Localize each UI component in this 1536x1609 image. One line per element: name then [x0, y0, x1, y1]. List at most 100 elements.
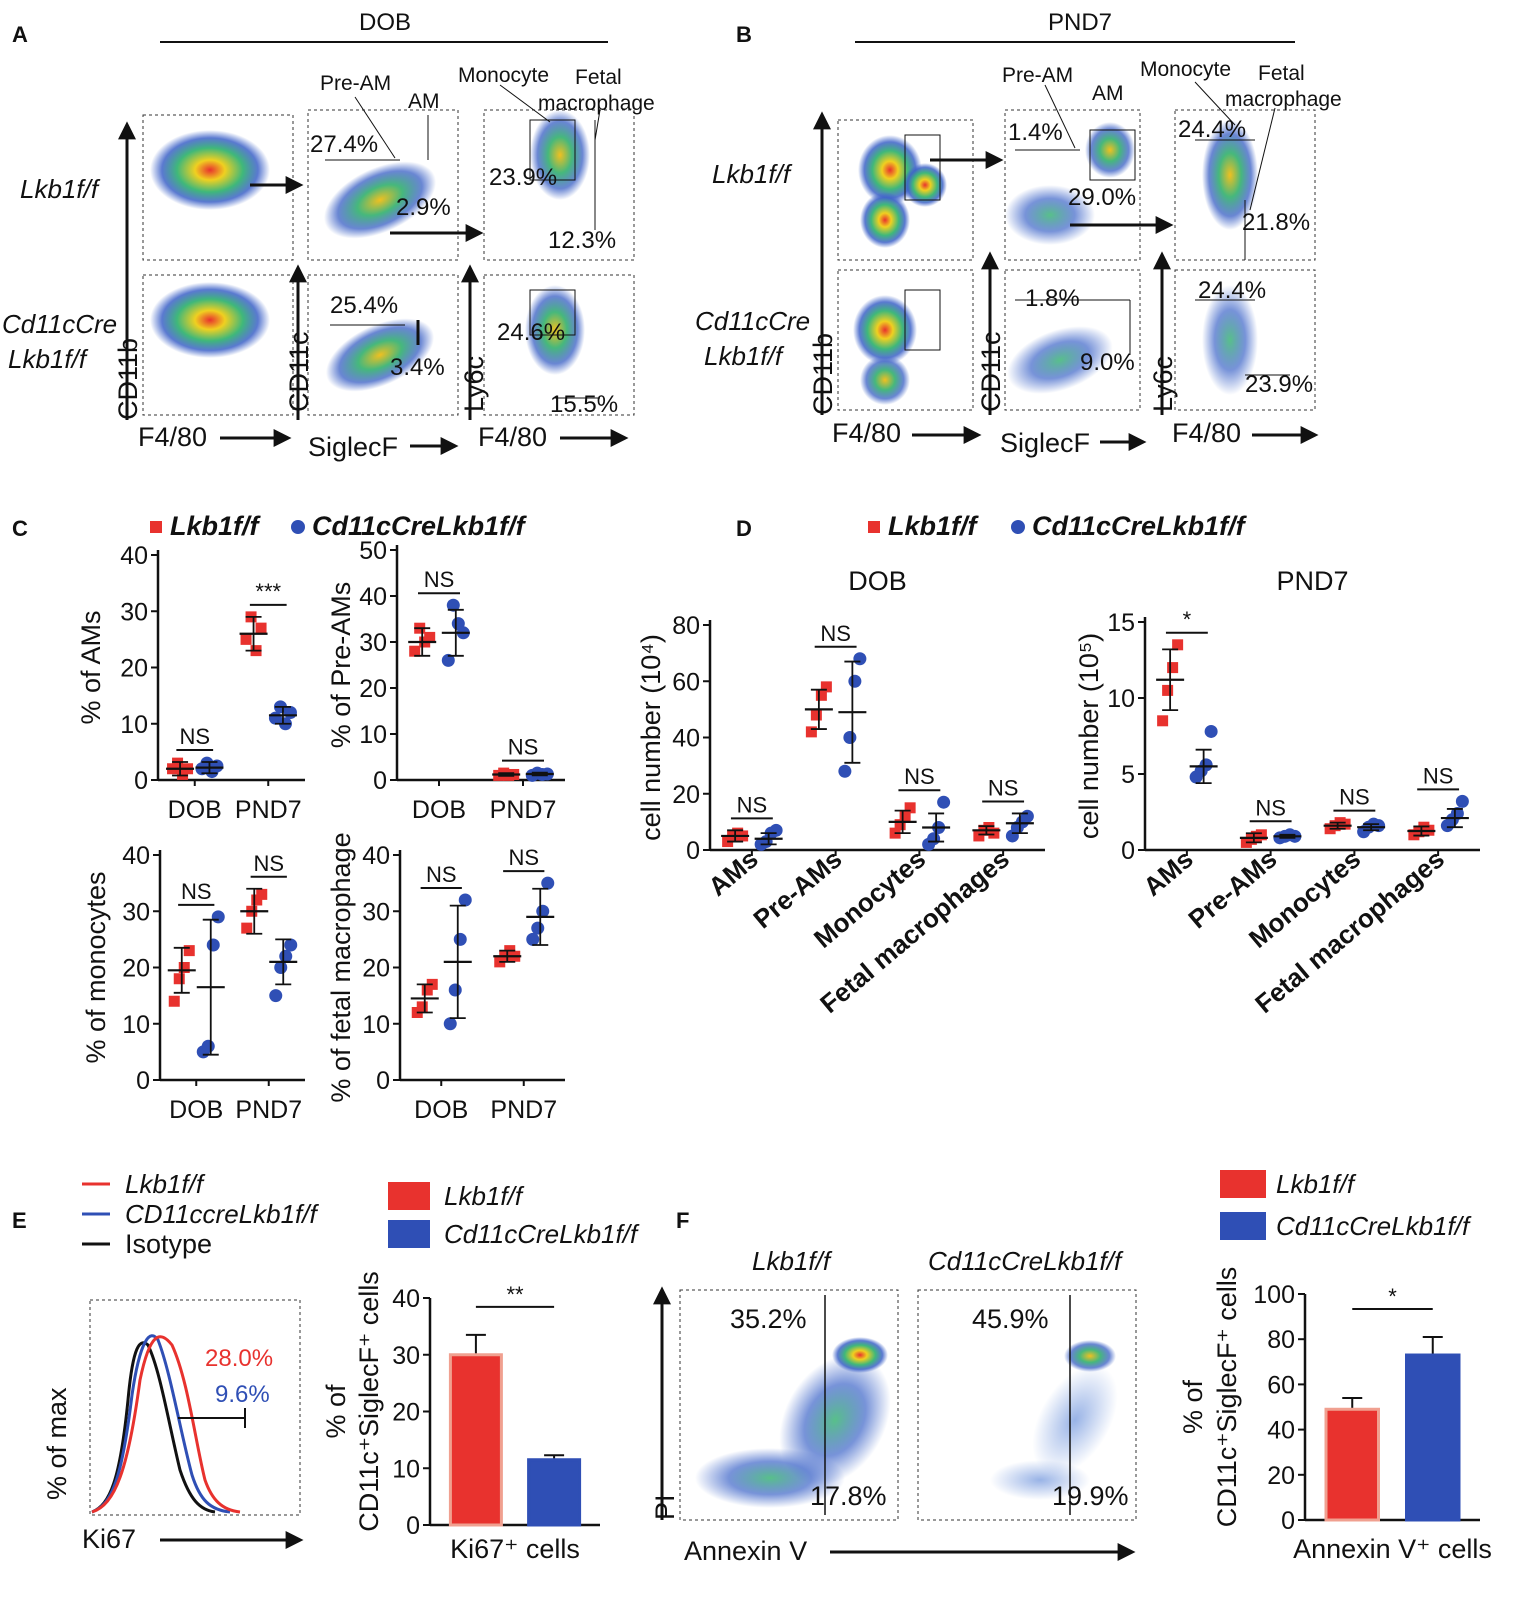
c3-point-wt-0-2 — [178, 962, 190, 973]
b-pream-leader — [1044, 84, 1076, 149]
d1-ytick-label-3: 60 — [672, 668, 700, 696]
a-xlabel-3: F4/80 — [478, 422, 547, 452]
chart-e-bar: 0 10 20 30 40 % of CD11c⁺SiglecF⁺ cells Ki67⁺ c… — [321, 1271, 600, 1564]
b-r2-mono-pct: 24.4% — [1198, 277, 1266, 304]
e-hist-ko — [91, 1334, 231, 1514]
b-ylabel-1: CD11b — [808, 333, 838, 415]
d2-ytick-label-3: 15 — [1107, 609, 1135, 637]
c1-point-wt-1-3 — [255, 622, 267, 634]
b-r1-plot2-frame — [1004, 109, 1141, 261]
b-r1-p2-density-1 — [1005, 185, 1095, 245]
c4-ytick-label-4: 40 — [362, 842, 390, 870]
e-hist-label-ko: 9.6% — [215, 1381, 270, 1408]
c3-ytick-label-2: 20 — [122, 955, 150, 983]
c1-category-1: PND7 — [235, 796, 302, 824]
a-ylabel-2: CD11c — [284, 331, 314, 412]
e-bar-legend-ko-swatch — [388, 1220, 430, 1248]
d1-point-ko-1-2 — [848, 674, 862, 688]
c3-category-1: PND7 — [235, 1096, 302, 1124]
c1-ylabel: % of AMs — [76, 610, 106, 724]
b-ylabel-2: CD11c — [976, 331, 1006, 412]
b-r1-plot1-frame — [837, 119, 974, 261]
d1-point-wt-2-1 — [894, 819, 906, 831]
a-ylabel-1: CD11b — [113, 338, 143, 420]
f-flow-wt-density-3 — [832, 1337, 888, 1373]
c1-ytick-label-3: 30 — [120, 598, 148, 626]
f_bar-ylabel-2: CD11c⁺SiglecF⁺ cells — [1212, 1267, 1242, 1528]
legend-c-wt-marker — [150, 521, 162, 533]
a-ylabel-3: Ly6c — [459, 356, 489, 412]
b-xlabel-1: F4/80 — [832, 418, 901, 448]
f_bar-ytick-label-4: 80 — [1267, 1326, 1295, 1354]
a-label-am: AM — [408, 90, 440, 113]
e_bar-bar-1 — [527, 1458, 582, 1527]
d1-point-ko-1-0 — [838, 764, 852, 778]
c2-point-wt-0-0 — [409, 645, 421, 657]
panel-label-d: D — [736, 516, 752, 541]
e_bar-xlabel: Ki67⁺ cells — [450, 1534, 580, 1564]
b-r1-am-pct: 29.0% — [1068, 184, 1136, 211]
c3-point-wt-0-0 — [168, 995, 180, 1007]
c2-ytick-label-2: 20 — [359, 675, 387, 703]
e_bar-ytick-label-2: 20 — [392, 1399, 420, 1427]
d1-ylabel: cell number (10⁴) — [636, 634, 666, 841]
c3-point-ko-0-2 — [206, 938, 220, 952]
c3-ytick-label-1: 10 — [122, 1011, 150, 1039]
a-r1-mono-gate — [529, 119, 576, 181]
e-bar-legend-ko: Cd11cCreLkb1f/f — [444, 1219, 640, 1249]
e-legend-ko: CD11ccreLkb1f/f — [125, 1199, 319, 1229]
panel-a-row2-label-1: Cd11cCre — [2, 309, 117, 339]
d1-point-ko-2-3 — [937, 795, 951, 809]
e-bar-legend-wt-swatch — [388, 1182, 430, 1210]
c2-ytick-label-1: 10 — [359, 721, 387, 749]
d1-ytick-label-2: 40 — [672, 725, 700, 753]
f-flow-ko-density-2 — [1032, 1365, 1118, 1475]
c4-point-ko-0-3 — [458, 893, 472, 907]
b-r2-plot2-frame — [1004, 269, 1141, 411]
c2-ylabel: % of Pre-AMs — [326, 582, 356, 749]
a-mono-leader — [499, 84, 551, 123]
d2-point-ko-2-3 — [1372, 819, 1386, 833]
panel-a: DOB Lkb1f/f Cd11cCre Lkb1f/f — [2, 9, 655, 462]
panel-b-row2-label-2: Lkb1f/f — [704, 341, 785, 371]
c2-ytick-label-3: 30 — [359, 629, 387, 657]
c1-point-wt-0-2 — [177, 768, 189, 780]
f-flow-wt-ul: 35.2% — [730, 1304, 807, 1334]
e_bar-sig: ** — [506, 1282, 524, 1307]
panel-label-c: C — [12, 516, 28, 541]
d1-category-0: AMs — [702, 844, 763, 902]
b-r2-gate-box — [904, 289, 941, 351]
legend-d: Lkb1f/f Cd11cCreLkb1f/f — [868, 511, 1248, 541]
panel-a-row1-label: Lkb1f/f — [20, 174, 101, 204]
panel-b-row1-label: Lkb1f/f — [712, 159, 793, 189]
a-r2-fetal-pct: 15.5% — [550, 391, 618, 418]
a-r1-fetal-pct: 12.3% — [548, 227, 616, 254]
b-r2-p2-density — [1007, 326, 1113, 394]
b-r1-gate-box — [904, 134, 941, 201]
c2-sig-1: NS — [508, 735, 539, 760]
c1-point-ko-1-3 — [283, 706, 297, 719]
c2-sig-0: NS — [424, 567, 455, 592]
d1-point-wt-1-1 — [810, 709, 822, 721]
b-label-am: AM — [1092, 82, 1124, 105]
c2-ytick-label-0: 0 — [373, 767, 387, 795]
c2-ytick-label-4: 40 — [359, 583, 387, 611]
f-bar-legend-wt: Lkb1f/f — [1276, 1169, 1357, 1199]
a-label-monocyte: Monocyte — [458, 64, 549, 87]
d1-sig-3: NS — [988, 775, 1019, 800]
d1-point-wt-2-2 — [899, 810, 911, 822]
e_bar-bar-0 — [448, 1353, 503, 1527]
b-label-fetal-1: Fetal — [1258, 62, 1305, 85]
b-r1-mono-pct: 24.4% — [1178, 116, 1246, 143]
c3-point-wt-1-0 — [241, 922, 253, 934]
e-legend-wt: Lkb1f/f — [125, 1169, 206, 1199]
d2-ytick-label-1: 5 — [1121, 761, 1135, 789]
d1-point-wt-3-0 — [973, 830, 985, 842]
c4-point-wt-0-1 — [416, 1001, 428, 1013]
c1-ytick-label-4: 40 — [120, 542, 148, 570]
legend-d-wt-marker — [868, 521, 880, 533]
f-flow-wt-density-2 — [779, 1354, 891, 1486]
c4-category-0: DOB — [414, 1096, 468, 1124]
a-label-fetal-2: macrophage — [538, 92, 655, 115]
